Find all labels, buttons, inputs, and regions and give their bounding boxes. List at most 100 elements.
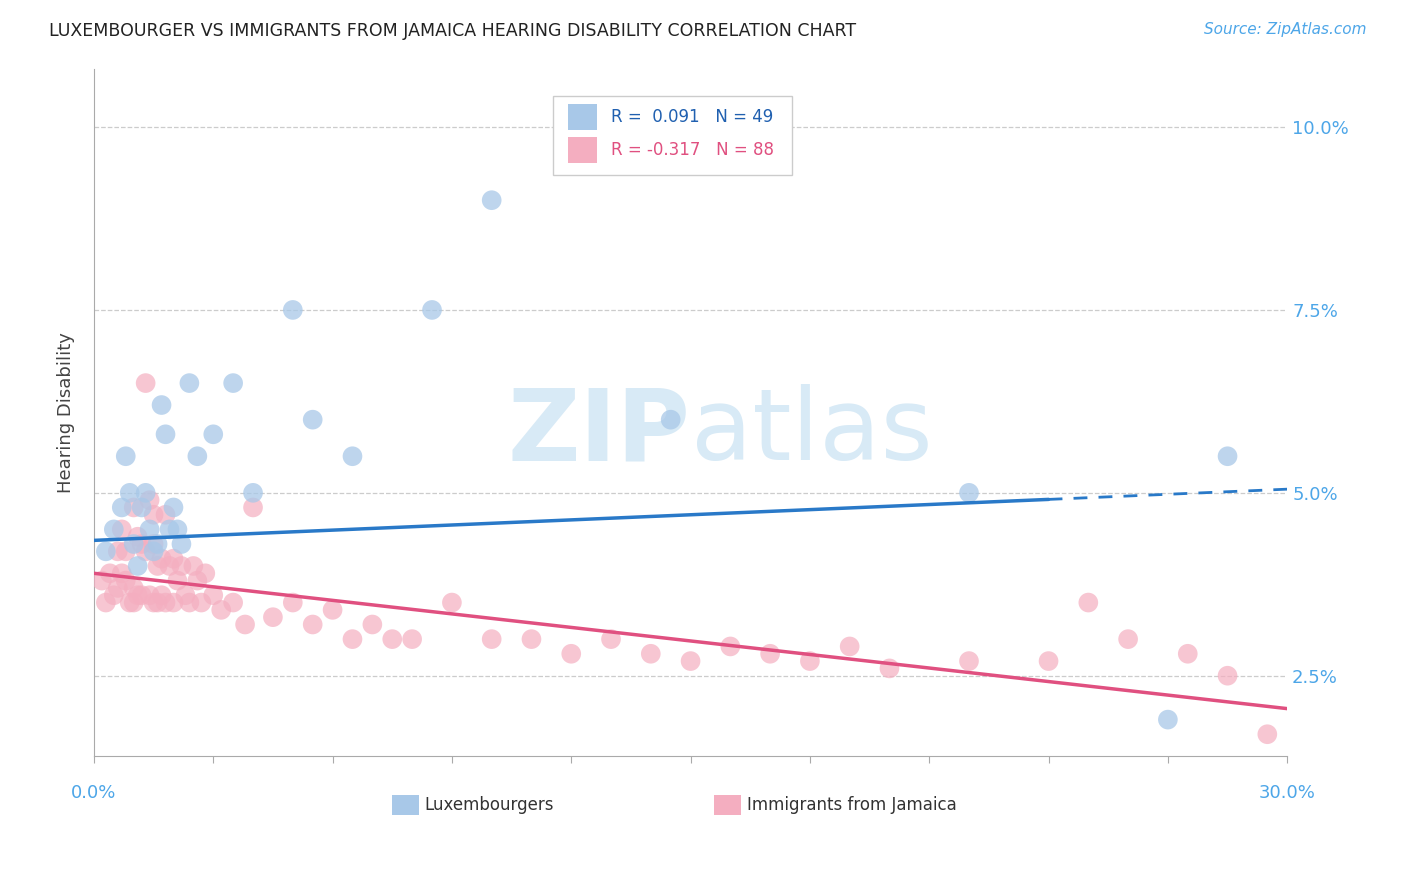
Bar — [392, 796, 419, 814]
Point — [1038, 654, 1060, 668]
Point — [142, 596, 165, 610]
Point — [186, 574, 208, 588]
Point — [122, 537, 145, 551]
Point — [131, 500, 153, 515]
Point — [127, 559, 149, 574]
Point — [957, 654, 980, 668]
Point — [122, 500, 145, 515]
Point — [262, 610, 284, 624]
Point — [118, 596, 141, 610]
Point — [179, 596, 201, 610]
Point — [520, 632, 543, 647]
Point — [1077, 596, 1099, 610]
Point — [759, 647, 782, 661]
Point — [957, 485, 980, 500]
Point — [131, 537, 153, 551]
Point — [202, 588, 225, 602]
Point — [135, 544, 157, 558]
Point — [155, 508, 177, 522]
Point — [301, 412, 323, 426]
Point — [440, 596, 463, 610]
Text: R =  0.091   N = 49: R = 0.091 N = 49 — [610, 108, 773, 127]
Point — [194, 566, 217, 581]
Point — [114, 449, 136, 463]
Point — [142, 508, 165, 522]
Point — [342, 632, 364, 647]
Point — [150, 588, 173, 602]
Point — [127, 530, 149, 544]
Point — [242, 485, 264, 500]
Point — [401, 632, 423, 647]
Point — [103, 588, 125, 602]
Point — [361, 617, 384, 632]
Point — [233, 617, 256, 632]
Point — [162, 551, 184, 566]
Text: Immigrants from Jamaica: Immigrants from Jamaica — [747, 796, 956, 814]
Point — [111, 522, 134, 536]
Point — [342, 449, 364, 463]
Text: LUXEMBOURGER VS IMMIGRANTS FROM JAMAICA HEARING DISABILITY CORRELATION CHART: LUXEMBOURGER VS IMMIGRANTS FROM JAMAICA … — [49, 22, 856, 40]
Point — [186, 449, 208, 463]
Point — [600, 632, 623, 647]
Bar — [568, 104, 598, 130]
Point — [202, 427, 225, 442]
Point — [94, 596, 117, 610]
Point — [142, 537, 165, 551]
Y-axis label: Hearing Disability: Hearing Disability — [58, 332, 75, 492]
Point — [118, 485, 141, 500]
Point — [679, 654, 702, 668]
Point — [162, 500, 184, 515]
Point — [1116, 632, 1139, 647]
Text: atlas: atlas — [690, 384, 932, 482]
Point — [170, 537, 193, 551]
Point — [481, 632, 503, 647]
Point — [301, 617, 323, 632]
Point — [98, 566, 121, 581]
Point — [166, 522, 188, 536]
Point — [209, 603, 232, 617]
Point — [659, 412, 682, 426]
Point — [146, 596, 169, 610]
Point — [122, 581, 145, 595]
Point — [146, 559, 169, 574]
Point — [420, 302, 443, 317]
Point — [90, 574, 112, 588]
Text: Luxembourgers: Luxembourgers — [425, 796, 554, 814]
Point — [1256, 727, 1278, 741]
Point — [138, 588, 160, 602]
Point — [281, 302, 304, 317]
Point — [1177, 647, 1199, 661]
Bar — [568, 136, 598, 162]
Point — [481, 193, 503, 207]
Point — [838, 640, 860, 654]
Point — [150, 551, 173, 566]
Point — [155, 427, 177, 442]
Point — [159, 522, 181, 536]
Point — [179, 376, 201, 390]
Point — [879, 661, 901, 675]
Text: ZIP: ZIP — [508, 384, 690, 482]
Point — [142, 544, 165, 558]
Point — [122, 596, 145, 610]
Point — [381, 632, 404, 647]
Point — [174, 588, 197, 602]
Point — [111, 500, 134, 515]
Point — [166, 574, 188, 588]
Text: Source: ZipAtlas.com: Source: ZipAtlas.com — [1204, 22, 1367, 37]
Point — [242, 500, 264, 515]
Point — [94, 544, 117, 558]
Point — [111, 566, 134, 581]
Point — [222, 596, 245, 610]
Point — [114, 574, 136, 588]
Point — [281, 596, 304, 610]
Point — [114, 544, 136, 558]
Point — [1216, 669, 1239, 683]
Point — [170, 559, 193, 574]
Point — [135, 376, 157, 390]
Point — [135, 485, 157, 500]
Point — [640, 647, 662, 661]
Point — [107, 581, 129, 595]
Point — [799, 654, 821, 668]
Point — [1157, 713, 1180, 727]
Point — [107, 544, 129, 558]
